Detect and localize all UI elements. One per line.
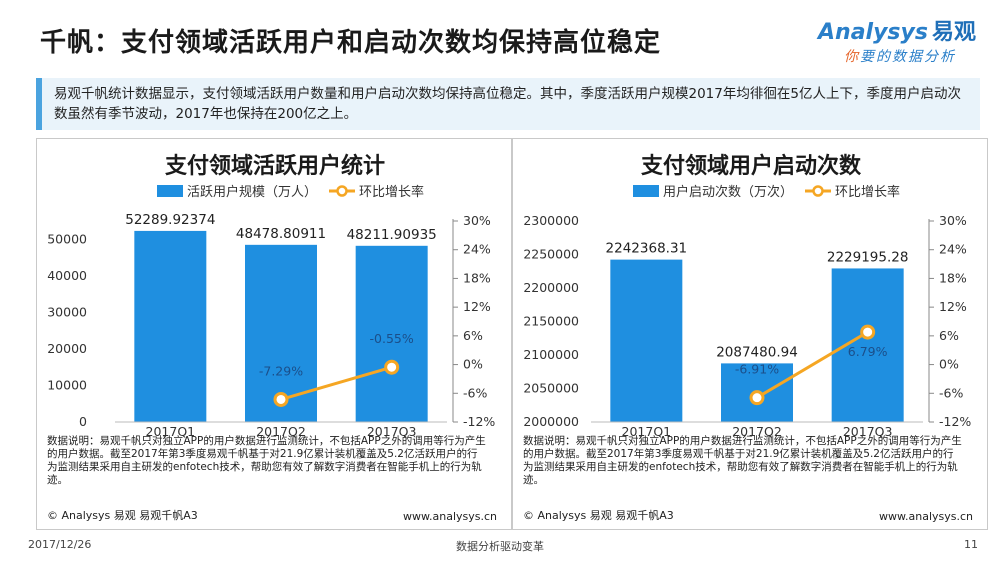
- x-tick-label: 2017Q1: [622, 424, 672, 439]
- growth-point: [860, 324, 876, 340]
- copyright: © Analysys 易观 易观千帆A3: [47, 509, 198, 522]
- y2-tick-label: -6%: [939, 385, 963, 400]
- y-tick-label: 40000: [47, 268, 87, 283]
- y-tick-label: 2050000: [523, 381, 579, 396]
- chart-title: 支付领域用户启动次数: [641, 153, 862, 179]
- y-tick-label: 2100000: [523, 347, 579, 362]
- y-tick-label: 2200000: [523, 280, 579, 295]
- growth-rate-label: 6.79%: [848, 344, 888, 359]
- x-tick-label: 2017Q3: [367, 424, 417, 439]
- growth-line: [280, 365, 393, 401]
- data-note: 数据说明：易观千帆只对独立APP的用户数据进行监测统计，不包括APP之外的调用等…: [523, 435, 962, 486]
- y-tick-label: 2150000: [523, 314, 579, 329]
- legend-bar-swatch: [157, 185, 183, 197]
- page-title: 千帆：支付领域活跃用户和启动次数均保持高位稳定: [40, 28, 662, 58]
- data-note: 数据说明：易观千帆只对独立APP的用户数据进行监测统计，不包括APP之外的调用等…: [47, 435, 486, 486]
- footer-slogan: 数据分析驱动变革: [456, 540, 544, 553]
- y2-tick-label: -6%: [463, 385, 487, 400]
- legend-bar-label: 用户启动次数（万次）: [663, 184, 793, 200]
- bar-value-label: 2087480.94: [716, 344, 798, 360]
- bar-value-label: 52289.92374: [125, 212, 215, 228]
- bar-value-label: 48211.90935: [347, 227, 437, 243]
- growth-rate-label: -7.29%: [259, 363, 303, 378]
- legend-line-marker: [812, 185, 824, 197]
- y2-tick-label: 12%: [463, 299, 491, 314]
- x-tick-label: 2017Q2: [732, 424, 782, 439]
- y2-tick-label: -12%: [939, 414, 971, 429]
- y-tick-label: 20000: [47, 341, 87, 356]
- y2-tick-label: 12%: [939, 299, 967, 314]
- bar: [134, 230, 207, 422]
- summary-box: 易观千帆统计数据显示，支付领域活跃用户数量和用户启动次数均保持高位稳定。其中，季…: [36, 78, 980, 130]
- y-tick-label: 2250000: [523, 247, 579, 262]
- legend-bar-swatch: [633, 185, 659, 197]
- legend-line-label: 环比增长率: [359, 184, 424, 200]
- chart-title: 支付领域活跃用户统计: [165, 153, 385, 179]
- bar: [610, 259, 683, 422]
- growth-rate-label: -0.55%: [370, 331, 414, 346]
- x-tick-label: 2017Q3: [843, 424, 893, 439]
- bar-value-label: 2229195.28: [827, 249, 909, 265]
- site-url[interactable]: www.analysys.cn: [403, 510, 497, 523]
- analysys-logo: Analysys 易观 你要的数据分析: [818, 14, 988, 72]
- x-tick-label: 2017Q2: [256, 424, 306, 439]
- y-tick-label: 2000000: [523, 414, 579, 429]
- growth-line: [756, 330, 869, 399]
- legend-line-label: 环比增长率: [835, 184, 900, 200]
- logo-main: Analysys: [818, 20, 928, 45]
- footer-date: 2017/12/26: [28, 538, 92, 551]
- y2-tick-label: 30%: [463, 213, 491, 228]
- growth-point: [384, 359, 400, 375]
- y-tick-label: 50000: [47, 231, 87, 246]
- growth-rate-label: -6.91%: [735, 362, 779, 377]
- logo-cn: 易观: [931, 20, 976, 45]
- y2-tick-label: 18%: [939, 270, 967, 285]
- growth-point: [273, 391, 289, 407]
- y2-tick-label: 18%: [463, 270, 491, 285]
- copyright: © Analysys 易观 易观千帆A3: [523, 509, 674, 522]
- y-tick-label: 10000: [47, 377, 87, 392]
- y-tick-label: 2300000: [523, 213, 579, 228]
- y2-tick-label: 0%: [939, 357, 959, 372]
- growth-point: [749, 390, 765, 406]
- bar-value-label: 48478.80911: [236, 226, 326, 242]
- y2-tick-label: -12%: [463, 414, 495, 429]
- logo-tagline-accent: 你: [844, 49, 860, 65]
- y-tick-label: 30000: [47, 304, 87, 319]
- page-number: 11: [964, 538, 978, 551]
- x-tick-label: 2017Q1: [146, 424, 196, 439]
- site-url[interactable]: www.analysys.cn: [879, 510, 973, 523]
- right-chart-panel: 支付领域用户启动次数用户启动次数（万次） 环比增长率 2000000 2050000 2…: [512, 138, 988, 530]
- legend-line-marker: [336, 185, 348, 197]
- bar: [355, 245, 428, 422]
- y2-tick-label: 6%: [463, 328, 483, 343]
- y-tick-label: 0: [79, 414, 87, 429]
- logo-tagline: 要的数据分析: [860, 49, 956, 65]
- y2-tick-label: 24%: [939, 242, 967, 257]
- bar-value-label: 2242368.31: [606, 241, 688, 257]
- legend-bar-label: 活跃用户规模（万人）: [187, 184, 317, 200]
- y2-tick-label: 6%: [939, 328, 959, 343]
- y2-tick-label: 30%: [939, 213, 967, 228]
- y2-tick-label: 0%: [463, 357, 483, 372]
- left-chart-panel: 支付领域活跃用户统计活跃用户规模（万人） 环比增长率 0 10000 20000 3000…: [36, 138, 512, 530]
- y2-tick-label: 24%: [463, 242, 491, 257]
